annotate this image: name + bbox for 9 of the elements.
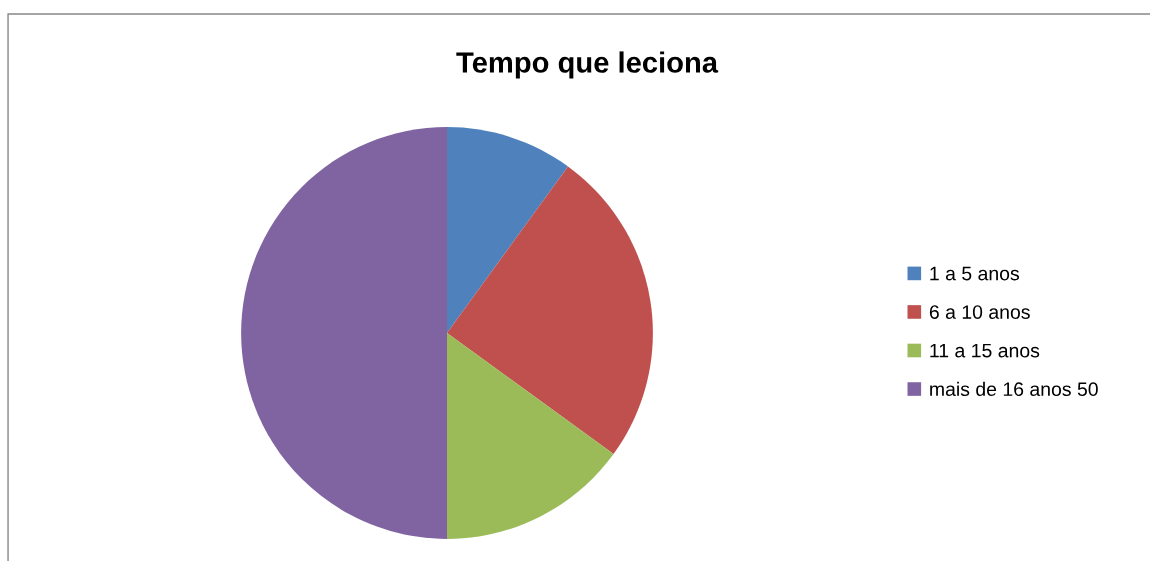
pie-slice xyxy=(447,166,653,455)
pie-slice xyxy=(447,127,569,333)
legend-label: 1 a 5 anos xyxy=(930,266,1019,281)
pie-slice xyxy=(241,127,447,539)
pie-slice xyxy=(447,333,614,539)
legend-label: 6 a 10 anos xyxy=(929,305,1030,319)
legend-label: mais de 16 anos 50 xyxy=(930,381,1098,397)
chart-title: Tempo que leciona xyxy=(456,51,719,79)
legend-label: 11 a 15 anos xyxy=(930,343,1040,358)
